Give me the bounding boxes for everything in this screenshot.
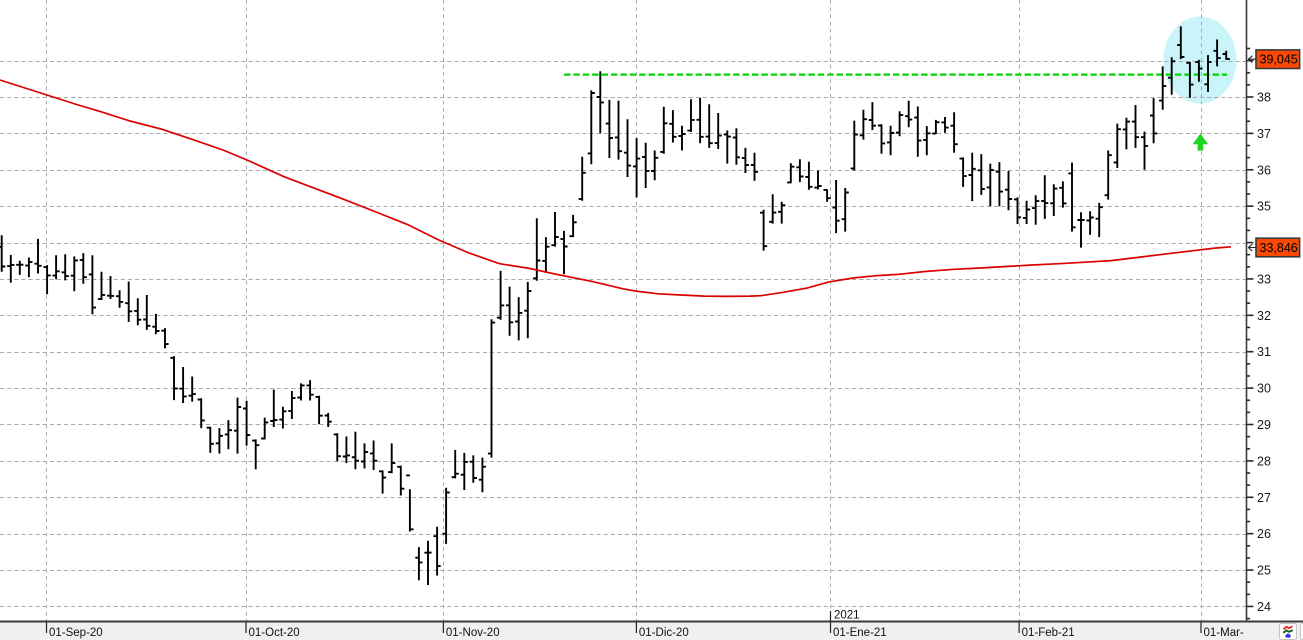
- svg-text:01-Sep-20: 01-Sep-20: [49, 627, 103, 639]
- svg-text:24: 24: [1257, 600, 1271, 614]
- svg-text:2021: 2021: [834, 610, 860, 622]
- svg-text:01-Feb-21: 01-Feb-21: [1022, 627, 1075, 639]
- svg-text:33: 33: [1257, 272, 1271, 286]
- svg-text:01-Nov-20: 01-Nov-20: [446, 627, 500, 639]
- svg-text:26: 26: [1257, 527, 1271, 541]
- svg-text:01-Mar-: 01-Mar-: [1204, 627, 1244, 639]
- svg-text:28: 28: [1257, 454, 1271, 468]
- svg-text:29: 29: [1257, 418, 1271, 432]
- svg-text:39,045: 39,045: [1260, 53, 1298, 67]
- svg-text:30: 30: [1257, 382, 1271, 396]
- svg-text:32: 32: [1257, 309, 1271, 323]
- svg-text:38: 38: [1257, 91, 1271, 105]
- svg-text:01-Ene-21: 01-Ene-21: [833, 627, 887, 639]
- svg-text:25: 25: [1257, 564, 1271, 578]
- svg-text:33,846: 33,846: [1260, 241, 1298, 255]
- svg-text:31: 31: [1257, 345, 1271, 359]
- svg-text:36: 36: [1257, 163, 1271, 177]
- svg-text:35: 35: [1257, 200, 1271, 214]
- svg-text:01-Dic-20: 01-Dic-20: [639, 627, 689, 639]
- svg-text:01-Oct-20: 01-Oct-20: [249, 627, 300, 639]
- svg-text:37: 37: [1257, 127, 1271, 141]
- svg-text:27: 27: [1257, 491, 1271, 505]
